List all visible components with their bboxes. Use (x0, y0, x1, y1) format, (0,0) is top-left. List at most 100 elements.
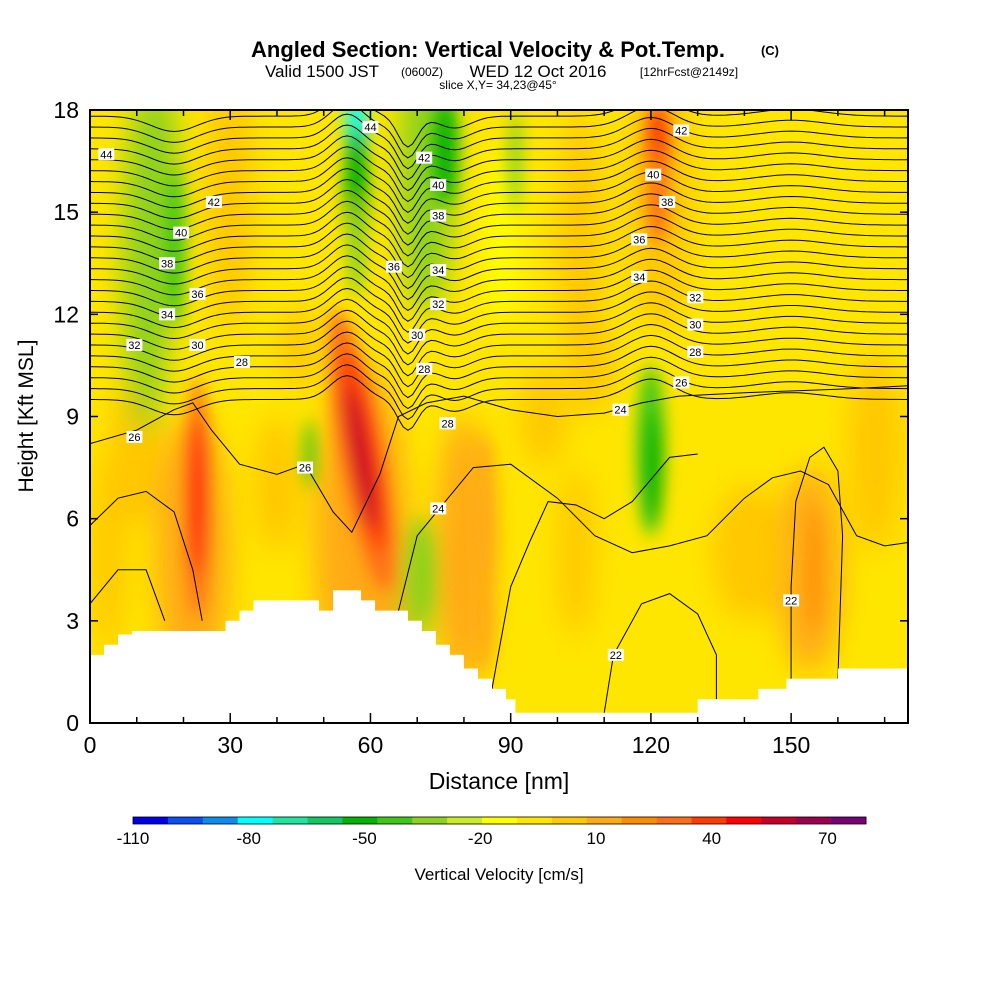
colorbar-swatch (796, 817, 832, 824)
velocity-area (557, 467, 595, 638)
contour-label-box (687, 291, 704, 304)
isentrope-line (90, 211, 908, 268)
y-axis-label: Height [Kft MSL] (15, 340, 38, 493)
contour-label-box (173, 226, 190, 239)
contour-label-box (430, 209, 447, 222)
contour-label-box (297, 461, 314, 474)
plot-area: 44 44 42 40 38 36 34 32 30 28 26 26 36 42 40 38 34 32 30 28… (90, 110, 908, 723)
isentrope-line (90, 189, 908, 246)
chart-title-unit: (C) (761, 43, 779, 58)
contour-label-box (430, 264, 447, 277)
colorbar-swatch (307, 817, 343, 824)
isentrope-line (90, 277, 908, 333)
isentrope-line (90, 342, 908, 399)
colorbar-swatch (202, 817, 239, 824)
x-tick-label: 30 (217, 732, 243, 758)
velocity-area (281, 307, 320, 390)
isentrope-line (90, 124, 908, 181)
colorbar-swatch (167, 817, 204, 824)
chart-slice-info: slice X,Y= 34,23@45° (439, 78, 557, 92)
chart-subtitle-valid: Valid 1500 JST (265, 62, 379, 81)
isentrope-line (90, 320, 908, 377)
isentrope-line (90, 385, 908, 534)
contour-label: 40 (432, 180, 444, 192)
velocity-core (347, 195, 366, 298)
contour-label: 36 (388, 262, 400, 274)
isentrope-line (90, 168, 908, 224)
contour-label: 32 (432, 299, 444, 311)
contour-label-box (126, 430, 143, 443)
colorbar-tick-label: 10 (586, 829, 605, 848)
contour-label-box (783, 594, 800, 607)
contour-label-box (631, 233, 648, 246)
velocity-core (644, 413, 662, 523)
isentrope-line (90, 569, 166, 621)
velocity-core (470, 433, 495, 604)
contour-label-box (189, 338, 206, 351)
isentrope-line (90, 266, 908, 322)
contour-label: 32 (689, 292, 701, 304)
contour-label-box (385, 260, 402, 273)
x-tick-label: 0 (84, 732, 97, 758)
velocity-core (473, 569, 492, 672)
colorbar-swatch (831, 817, 867, 824)
contour-label: 26 (128, 432, 140, 444)
x-tick-label: 150 (772, 732, 810, 758)
contour-label-box (687, 345, 704, 358)
colorbar-tick-label: -20 (468, 829, 493, 848)
velocity-area (767, 110, 815, 281)
colorbar-tick-label: 70 (818, 829, 837, 848)
y-tick-label: 6 (66, 506, 79, 532)
contour-label: 36 (191, 289, 203, 301)
isentrope-line (90, 353, 908, 410)
potential-temperature-contours (90, 110, 908, 713)
colorbar-label: Vertical Velocity [cm/s] (414, 865, 583, 884)
contour-label: 30 (689, 320, 701, 332)
contour-label-box (430, 502, 447, 515)
contour-label: 34 (633, 272, 645, 284)
isentrope-line (90, 135, 908, 192)
y-tick-label: 9 (66, 404, 79, 430)
colorbar-swatch (551, 817, 588, 824)
colorbar-swatch (656, 817, 692, 824)
colorbar-swatch (482, 817, 518, 824)
isentrope-line (90, 146, 908, 203)
terrain-mask (90, 590, 908, 723)
contour-label-box (409, 328, 426, 341)
contour-label: 38 (432, 211, 444, 223)
y-tick-label: 3 (66, 608, 79, 634)
contour-label: 28 (689, 347, 701, 359)
contour-label: 38 (161, 258, 173, 270)
contour-label: 42 (675, 125, 687, 137)
contour-label-box (631, 270, 648, 283)
colorbar-swatch (342, 817, 378, 824)
contour-label-box (687, 318, 704, 331)
contour-label-box (233, 356, 250, 369)
velocity-core (345, 383, 378, 532)
x-axis-label: Distance [nm] (429, 768, 570, 794)
colorbar-tick-label: -110 (117, 829, 150, 848)
velocity-core (164, 167, 184, 325)
colorbar: -110 -80 -50 -20 10 40 70 (117, 816, 867, 848)
contour-label: 30 (191, 340, 203, 352)
contour-label-box (673, 124, 690, 137)
chart-subtitle-forecast: [12hrFcst@2149z] (640, 65, 738, 79)
contour-label: 28 (236, 357, 248, 369)
colorbar-swatch (726, 817, 762, 824)
colorbar-swatch (621, 817, 658, 824)
colorbar-swatch (237, 817, 274, 824)
contour-label: 38 (661, 197, 673, 209)
contour-label-box (159, 308, 176, 321)
contour-label-box (205, 195, 222, 208)
contour-label: 44 (100, 149, 112, 161)
x-axis: 0 30 60 90 120 150 (84, 110, 886, 758)
contour-label-box (416, 362, 433, 375)
isentrope-line (90, 331, 908, 388)
y-tick-label: 15 (53, 199, 79, 225)
isentrope-line (90, 364, 908, 421)
velocity-area (847, 348, 904, 553)
contour-label: 28 (441, 418, 453, 430)
contour-label: 34 (432, 265, 444, 277)
x-tick-label: 60 (358, 732, 384, 758)
velocity-core (508, 110, 523, 213)
